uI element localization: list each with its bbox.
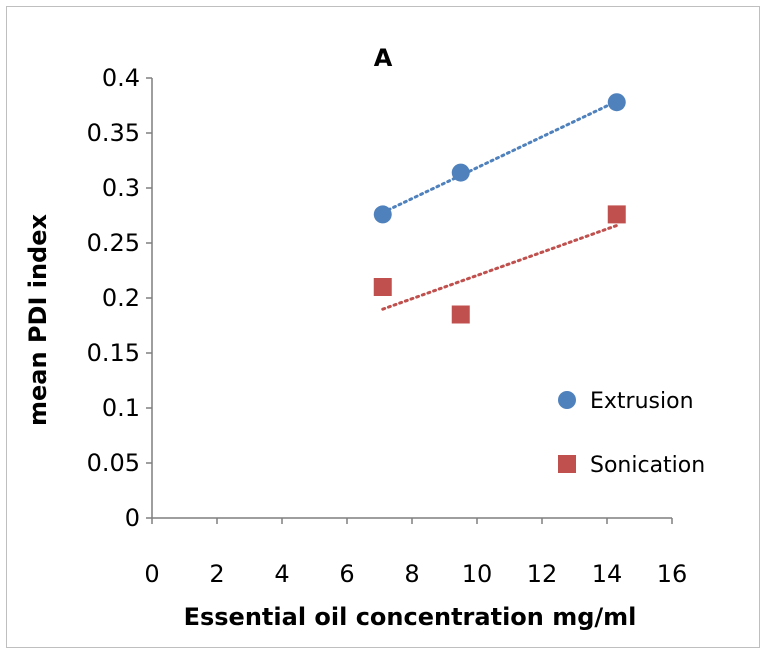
chart-frame bbox=[6, 6, 760, 648]
y-tick-label: 0.35 bbox=[87, 119, 140, 147]
legend-marker-sonication bbox=[558, 455, 576, 473]
y-tick-label: 0.2 bbox=[102, 284, 140, 312]
x-axis-title: Essential oil concentration mg/ml bbox=[184, 603, 637, 631]
point-sonication bbox=[373, 278, 392, 296]
legend-label-sonication: Sonication bbox=[590, 453, 705, 478]
point-extrusion bbox=[373, 205, 392, 224]
y-tick-label: 0.15 bbox=[87, 339, 140, 367]
legend: Extrusion Sonication bbox=[558, 389, 705, 478]
x-tick-label: 16 bbox=[657, 560, 688, 588]
y-tick-label: 0 bbox=[125, 504, 140, 532]
legend-label-extrusion: Extrusion bbox=[590, 389, 694, 414]
data-points bbox=[373, 93, 626, 324]
x-tick-label: 2 bbox=[209, 560, 224, 588]
point-extrusion bbox=[451, 163, 470, 182]
y-tick-labels: 0 0.05 0.1 0.15 0.2 0.25 0.3 0.35 0.4 bbox=[87, 64, 140, 532]
y-tick-label: 0.05 bbox=[87, 449, 140, 477]
chart-title: A bbox=[374, 44, 393, 72]
x-tick-label: 0 bbox=[144, 560, 159, 588]
x-tick-label: 12 bbox=[527, 560, 558, 588]
x-tick-label: 10 bbox=[462, 560, 493, 588]
point-sonication bbox=[607, 205, 626, 224]
x-tick-labels: 0 2 4 6 8 10 12 14 16 bbox=[144, 560, 687, 588]
axes bbox=[146, 77, 673, 524]
trendline-sonication bbox=[381, 223, 619, 311]
point-extrusion bbox=[607, 93, 626, 112]
y-axis-title: mean PDI index bbox=[24, 213, 52, 425]
y-tick-label: 0.4 bbox=[102, 64, 140, 92]
y-tick-label: 0.25 bbox=[87, 229, 140, 257]
x-tick-label: 4 bbox=[274, 560, 289, 588]
point-sonication bbox=[451, 305, 470, 324]
y-tick-label: 0.1 bbox=[102, 394, 140, 422]
x-tick-label: 8 bbox=[404, 560, 419, 588]
trendline-extrusion bbox=[381, 99, 619, 215]
x-tick-label: 6 bbox=[339, 560, 354, 588]
y-tick-label: 0.3 bbox=[102, 174, 140, 202]
trendlines bbox=[381, 99, 619, 311]
x-tick-label: 14 bbox=[592, 560, 623, 588]
legend-marker-extrusion bbox=[558, 391, 576, 409]
